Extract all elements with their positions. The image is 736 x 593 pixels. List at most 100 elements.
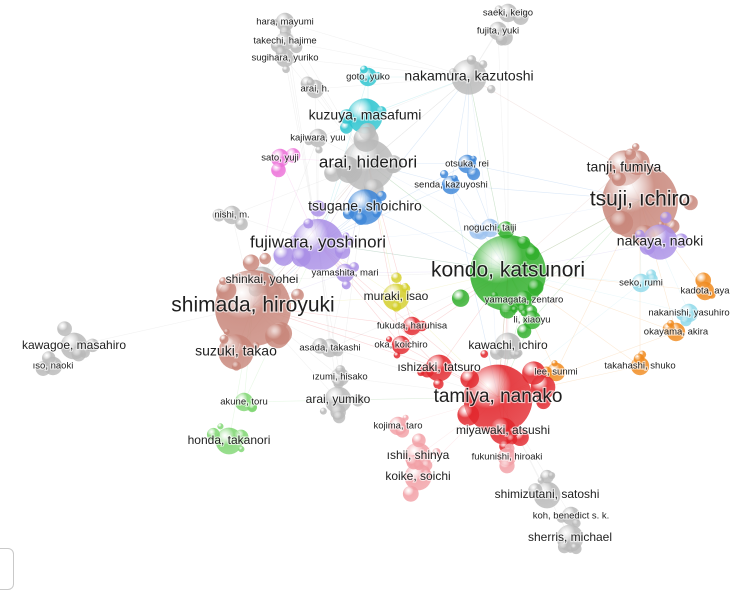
author-node-45-satellite-0[interactable] xyxy=(351,394,364,407)
author-node-9-satellite-0[interactable] xyxy=(304,136,314,146)
author-node-8-satellite-1[interactable] xyxy=(340,121,353,134)
author-node-27-satellite-6[interactable] xyxy=(219,277,227,286)
author-node-28-satellite-3[interactable] xyxy=(391,302,402,312)
author-node-1-satellite-0[interactable] xyxy=(290,41,303,54)
author-node-30-satellite-1[interactable] xyxy=(680,315,692,327)
author-node-44-satellite-1[interactable] xyxy=(248,403,257,412)
author-node-48-satellite-3[interactable] xyxy=(217,423,224,430)
author-node-6-satellite-3[interactable] xyxy=(478,60,488,69)
author-node-35-satellite-2[interactable] xyxy=(223,328,230,335)
author-node-54-satellite-3[interactable] xyxy=(570,543,579,551)
author-node-8[interactable] xyxy=(347,98,383,134)
author-node-15-satellite-2[interactable] xyxy=(611,172,626,187)
author-node-14-satellite-3[interactable] xyxy=(606,164,616,174)
author-node-3[interactable] xyxy=(498,3,518,23)
author-node-37-satellite-3[interactable] xyxy=(490,345,505,360)
author-node-8-satellite-3[interactable] xyxy=(339,109,354,124)
author-node-51-satellite-3[interactable] xyxy=(406,455,421,470)
author-node-21-satellite-1[interactable] xyxy=(349,262,360,273)
author-node-41-satellite-0[interactable] xyxy=(335,365,346,376)
author-node-43-satellite-7[interactable] xyxy=(460,369,479,389)
author-node-37-satellite-2[interactable] xyxy=(514,350,522,358)
author-node-43-satellite-1[interactable] xyxy=(480,350,489,358)
author-node-16-satellite-2[interactable] xyxy=(342,207,355,220)
author-node-27-satellite-1[interactable] xyxy=(216,280,237,301)
author-node-9[interactable] xyxy=(308,128,328,148)
author-node-20-satellite-5[interactable] xyxy=(290,235,297,242)
author-node-0-satellite-0[interactable] xyxy=(270,19,279,27)
author-node-51-satellite-1[interactable] xyxy=(402,485,419,502)
author-node-15-satellite-6[interactable] xyxy=(624,148,637,160)
author-node-5-satellite-0[interactable] xyxy=(360,65,368,74)
author-node-3-satellite-0[interactable] xyxy=(494,5,503,14)
author-node-52-satellite-2[interactable] xyxy=(537,477,545,484)
author-node-34-satellite-1[interactable] xyxy=(393,351,401,359)
author-node-32[interactable] xyxy=(402,316,422,336)
author-node-6-satellite-0[interactable] xyxy=(448,68,457,76)
author-node-32-satellite-1[interactable] xyxy=(419,322,427,330)
author-node-13-satellite-1[interactable] xyxy=(451,175,458,182)
author-node-43-satellite-5[interactable] xyxy=(457,403,480,426)
author-node-22-satellite-6[interactable] xyxy=(525,246,540,261)
author-node-47-satellite-1[interactable] xyxy=(509,427,516,435)
author-node-35-satellite-1[interactable] xyxy=(251,341,260,350)
author-node-33-satellite-1[interactable] xyxy=(57,321,72,337)
author-node-46-satellite-1[interactable] xyxy=(402,414,409,421)
author-node-52-satellite-3[interactable] xyxy=(548,471,556,480)
author-node-35-satellite-3[interactable] xyxy=(231,361,242,371)
author-node-49-satellite-1[interactable] xyxy=(411,433,426,448)
author-node-12-satellite-0[interactable] xyxy=(470,155,477,163)
author-node-19-satellite-0[interactable] xyxy=(660,211,672,224)
author-node-54-satellite-2[interactable] xyxy=(557,540,571,554)
author-node-20-satellite-1[interactable] xyxy=(273,245,294,266)
author-node-35-satellite-0[interactable] xyxy=(219,334,229,344)
author-node-45[interactable] xyxy=(324,386,352,414)
author-node-16-satellite-1[interactable] xyxy=(354,213,367,226)
author-node-42[interactable] xyxy=(546,362,566,382)
author-node-2-satellite-0[interactable] xyxy=(275,46,287,58)
author-node-43[interactable] xyxy=(463,364,533,434)
author-node-39-satellite-1[interactable] xyxy=(433,378,444,390)
author-node-19-satellite-1[interactable] xyxy=(674,233,689,248)
author-node-39-satellite-3[interactable] xyxy=(421,364,430,373)
author-node-17-satellite-0[interactable] xyxy=(235,217,248,231)
author-node-11-satellite-3[interactable] xyxy=(353,126,379,152)
author-node-7-satellite-1[interactable] xyxy=(306,78,315,88)
author-node-15-satellite-7[interactable] xyxy=(609,210,634,235)
author-node-22-satellite-3[interactable] xyxy=(499,302,516,319)
author-node-11-satellite-4[interactable] xyxy=(384,155,403,173)
author-node-15-satellite-4[interactable] xyxy=(682,195,698,211)
author-node-19-satellite-2[interactable] xyxy=(639,239,656,255)
author-node-8-satellite-2[interactable] xyxy=(376,106,387,117)
author-node-12-satellite-1[interactable] xyxy=(467,167,481,181)
author-node-16-satellite-0[interactable] xyxy=(372,209,381,218)
author-node-33-satellite-2[interactable] xyxy=(71,346,86,362)
author-node-20-satellite-2[interactable] xyxy=(334,243,351,259)
author-node-34-satellite-0[interactable] xyxy=(385,336,393,343)
author-node-21-satellite-0[interactable] xyxy=(341,280,351,290)
author-node-45-satellite-2[interactable] xyxy=(332,410,346,424)
author-node-24[interactable] xyxy=(631,273,651,293)
author-node-52-satellite-0[interactable] xyxy=(528,483,543,498)
author-node-53-satellite-0[interactable] xyxy=(556,512,567,523)
author-node-10-satellite-0[interactable] xyxy=(271,162,286,178)
author-node-20-satellite-6[interactable] xyxy=(342,232,350,240)
author-node-38-satellite-0[interactable] xyxy=(35,361,51,376)
author-node-38-satellite-1[interactable] xyxy=(42,351,56,365)
author-node-11-satellite-7[interactable] xyxy=(336,156,359,178)
author-node-40-satellite-1[interactable] xyxy=(633,353,645,365)
author-node-45-satellite-3[interactable] xyxy=(319,407,327,415)
author-node-51-satellite-0[interactable] xyxy=(422,469,432,479)
author-node-22-satellite-2[interactable] xyxy=(527,279,544,296)
author-node-20-satellite-7[interactable] xyxy=(291,247,311,267)
author-node-22-satellite-5[interactable] xyxy=(497,221,515,239)
author-node-17-satellite-1[interactable] xyxy=(212,208,226,222)
author-node-34[interactable] xyxy=(391,335,411,355)
author-node-29-satellite-1[interactable] xyxy=(520,309,528,317)
author-node-18-satellite-1[interactable] xyxy=(474,226,488,240)
author-node-22-satellite-7[interactable] xyxy=(511,306,518,313)
author-node-17[interactable] xyxy=(222,205,242,225)
author-node-24-satellite-1[interactable] xyxy=(647,273,658,284)
author-node-50-satellite-1[interactable] xyxy=(499,458,515,474)
